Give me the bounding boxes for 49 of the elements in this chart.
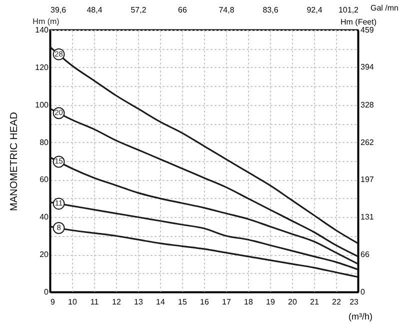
- x-tick-label: 23: [350, 298, 360, 306]
- text: Hm (m): [32, 17, 60, 26]
- y-tick-label: 0: [44, 288, 50, 296]
- y-tick-label: 60: [40, 175, 50, 184]
- y2-tick-label: 66: [360, 250, 370, 259]
- y-tick-label: 120: [35, 62, 50, 72]
- x-tick-label: 20: [288, 298, 298, 306]
- y-tick-label: 40: [40, 212, 50, 222]
- x2-tick-label: 92,4: [306, 6, 323, 14]
- x2-tick-label: 48,4: [86, 6, 103, 14]
- line-series: [49, 46, 359, 244]
- x2-tick-label: 101,2: [338, 6, 360, 14]
- x2-tick-label: 66: [178, 6, 188, 14]
- y-tick-label: 80: [40, 138, 50, 147]
- x-tick-label: 11: [90, 298, 100, 306]
- y2-tick-label: 131: [360, 212, 374, 222]
- y2-tick-label: 394: [360, 62, 374, 72]
- x-axis-title: (m³/h): [348, 312, 372, 322]
- x2-tick-label: 74,8: [218, 6, 235, 14]
- y2-tick-label: 328: [360, 100, 374, 110]
- x2-tick-label: 83,6: [262, 6, 279, 14]
- x-tick-label: 17: [222, 298, 232, 306]
- y-tick-label: 100: [35, 100, 50, 110]
- y2-axis-title: Hm (Feet): [340, 18, 377, 26]
- x-tick-label: 18: [244, 298, 254, 306]
- y-tick-label: 140: [35, 26, 50, 34]
- y2-tick-label: 197: [360, 175, 374, 184]
- x-tick-label: 9: [50, 298, 56, 306]
- x-tick-label: 14: [156, 298, 166, 306]
- line-series: [49, 108, 359, 258]
- y2-tick-label: 0: [360, 288, 366, 296]
- x2-tick-label: 39,6: [50, 6, 67, 14]
- x2-tick-label: 57,2: [130, 6, 147, 14]
- x2-axis-title: Gal /mn: [370, 4, 399, 12]
- y2-tick-label: 262: [360, 138, 374, 147]
- x-tick-label: 19: [266, 298, 276, 306]
- x-tick-label: 22: [332, 298, 342, 306]
- y2-tick-label: 459: [360, 26, 374, 34]
- x-tick-label: 10: [68, 298, 78, 306]
- x-tick-label: 12: [112, 298, 122, 306]
- x-tick-label: 21: [310, 298, 320, 306]
- line-series: [49, 201, 359, 270]
- line-series: [49, 226, 359, 278]
- x-tick-label: 13: [134, 298, 144, 306]
- x-tick-label: 15: [178, 298, 188, 306]
- y-axis-title: MANOMETRIC HEAD: [9, 112, 20, 211]
- line-series: [49, 156, 359, 265]
- y-tick-label: 20: [40, 250, 50, 260]
- x-tick-label: 16: [200, 298, 210, 306]
